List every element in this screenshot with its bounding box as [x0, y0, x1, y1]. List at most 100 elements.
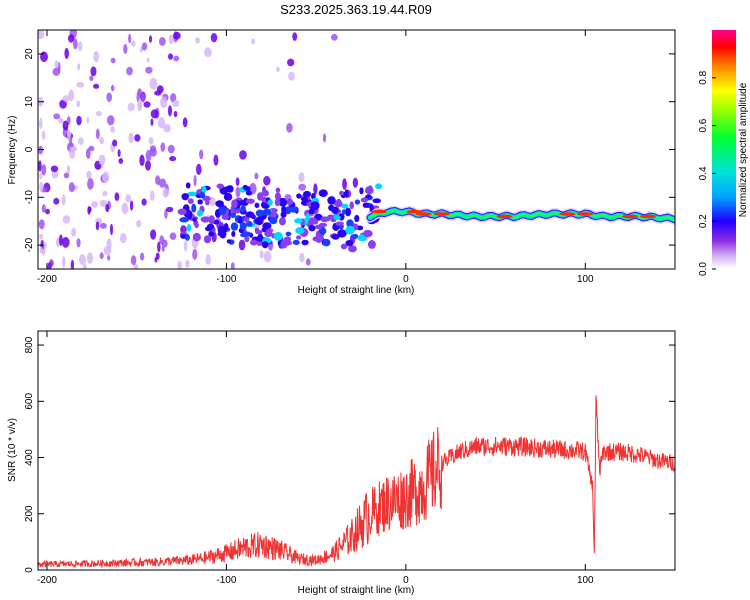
noise-blob [130, 255, 137, 266]
band-blob [363, 229, 373, 238]
spectrogram-frame [37, 29, 676, 270]
band-blob [243, 185, 251, 191]
band-blob [300, 196, 308, 202]
noise-blob [98, 154, 106, 166]
noise-blob [110, 57, 116, 64]
noise-blob [53, 113, 61, 120]
noise-blob [85, 148, 91, 159]
noise-blob [76, 115, 82, 126]
noise-blob [150, 109, 159, 119]
noise-blob [66, 165, 71, 174]
noise-blob [79, 254, 86, 266]
noise-blob [62, 95, 70, 103]
colorbar-tick-label: 0.6 [698, 118, 709, 132]
noise-blob [95, 221, 100, 231]
noise-blob [154, 257, 158, 263]
band-blob [327, 196, 336, 205]
band-blob [192, 232, 201, 242]
band-blob [203, 235, 212, 244]
x-tick-label: -200 [37, 274, 57, 285]
noise-blob [292, 32, 298, 41]
band-blob [348, 245, 357, 253]
noise-blob [61, 236, 70, 248]
noise-blob [144, 160, 151, 171]
noise-blob [112, 139, 118, 147]
noise-blob [70, 259, 75, 269]
noise-blob [150, 229, 157, 240]
noise-blob [213, 154, 219, 166]
noise-blob [137, 99, 143, 112]
band-blob [216, 183, 224, 189]
band-blob [302, 190, 312, 198]
noise-blob [182, 117, 188, 128]
band-blob [264, 223, 269, 230]
noise-blob [76, 82, 85, 88]
band-blob [199, 191, 206, 199]
noise-blob [157, 241, 161, 253]
band-blob [331, 234, 340, 240]
noise-blob [128, 132, 134, 144]
band-blob [308, 225, 316, 232]
noise-blob [38, 30, 45, 40]
band-blob [333, 215, 341, 220]
band-blob [339, 190, 345, 196]
noise-blob [106, 115, 115, 126]
noise-blob [39, 233, 44, 240]
snr-plot-area [38, 395, 675, 568]
band-peak [406, 209, 423, 214]
band-blob [261, 241, 269, 249]
noise-blob [143, 101, 151, 108]
noise-blob [127, 102, 135, 112]
noise-blob [39, 117, 43, 130]
colorbar-gradient [712, 30, 736, 269]
noise-blob [172, 99, 180, 108]
noise-blob [123, 43, 128, 54]
noise-blob [183, 240, 188, 252]
noise-blob [263, 251, 272, 263]
noise-blob [41, 130, 46, 140]
noise-blob [160, 96, 168, 108]
noise-blob [41, 164, 47, 176]
y-tick-label: 400 [24, 449, 35, 466]
band-blob [285, 231, 292, 237]
noise-blob [205, 253, 211, 266]
noise-blob [93, 50, 100, 63]
band-blob [273, 231, 283, 241]
band-blob [208, 215, 215, 225]
spectrogram-x-label: Height of straight line (km) [298, 285, 415, 296]
noise-blob [173, 110, 178, 118]
band-blob [305, 213, 310, 222]
band-blob [344, 189, 349, 198]
noise-blob [163, 123, 171, 133]
band-blob [186, 211, 193, 220]
band-blob [274, 192, 282, 201]
noise-blob [193, 174, 197, 187]
noise-blob [313, 183, 318, 195]
noise-blob [146, 57, 150, 63]
y-tick-label: 0 [24, 567, 35, 573]
noise-blob [40, 51, 48, 63]
snr-panel: -200 -100 0 100 0 200 400 600 800 Height of str… [7, 330, 676, 596]
band-blob [196, 210, 204, 217]
snr-line [38, 395, 675, 568]
band-blob [230, 208, 236, 214]
noise-blob [173, 31, 181, 40]
noise-blob [106, 238, 112, 250]
band-blob [322, 238, 331, 247]
noise-blob [51, 170, 59, 179]
band-blob [185, 182, 191, 189]
y-tick-label: 600 [24, 393, 35, 410]
noise-blob [99, 136, 104, 145]
band-blob [345, 225, 355, 235]
band-blob [262, 208, 272, 216]
noise-blob [118, 158, 124, 164]
band-blob [181, 193, 189, 201]
noise-blob [160, 142, 166, 152]
spectrogram-y-label: Frequency (Hz) [7, 116, 18, 185]
snr-x-label: Height of straight line (km) [298, 585, 415, 596]
colorbar-tick-label: 0.8 [698, 70, 709, 84]
band-blob [286, 198, 294, 206]
noise-blob [110, 84, 115, 92]
noise-blob [254, 172, 259, 180]
